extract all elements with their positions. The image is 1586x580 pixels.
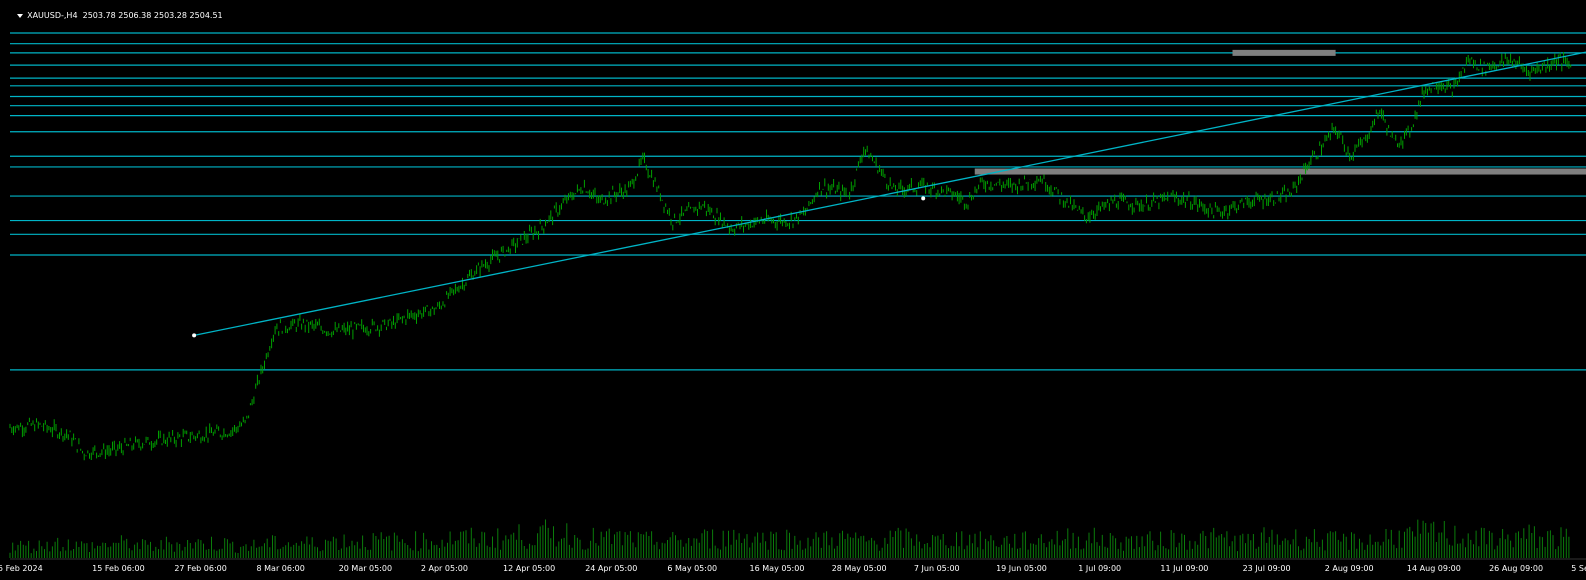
x-tick-label: 7 Jun 05:00 bbox=[914, 564, 960, 573]
x-tick-label: 14 Aug 09:00 bbox=[1407, 564, 1461, 573]
price-series bbox=[10, 52, 1571, 460]
x-tick-label: 27 Feb 06:00 bbox=[174, 564, 226, 573]
price-candles bbox=[10, 52, 1571, 460]
horizontal-levels bbox=[10, 33, 1586, 370]
trendline-anchor-dot bbox=[921, 196, 925, 200]
x-tick-label: 8 Mar 06:00 bbox=[257, 564, 305, 573]
x-tick-label: 28 May 05:00 bbox=[832, 564, 887, 573]
x-tick-label: 16 May 05:00 bbox=[750, 564, 805, 573]
x-tick-label: 5 Sep 09:00 bbox=[1571, 564, 1586, 573]
x-tick-label: 11 Jul 09:00 bbox=[1160, 564, 1208, 573]
zone-bar bbox=[975, 169, 1586, 175]
x-tick-label: 12 Apr 05:00 bbox=[503, 564, 555, 573]
trendline-group bbox=[192, 52, 1586, 337]
x-tick-label: 6 May 05:00 bbox=[667, 564, 717, 573]
x-tick-label: 2 Aug 09:00 bbox=[1325, 564, 1374, 573]
x-tick-label: 20 Mar 05:00 bbox=[339, 564, 392, 573]
x-tick-label: 1 Jul 09:00 bbox=[1078, 564, 1121, 573]
x-tick-label: 15 Feb 06:00 bbox=[92, 564, 144, 573]
x-tick-label: 19 Jun 05:00 bbox=[996, 564, 1047, 573]
x-tick-label: 2 Apr 05:00 bbox=[421, 564, 468, 573]
x-tick-label: 26 Aug 09:00 bbox=[1489, 564, 1543, 573]
volume-histogram bbox=[10, 520, 1586, 560]
trendline-anchor-dot bbox=[192, 333, 196, 337]
trendline bbox=[194, 52, 1586, 335]
volume-bars bbox=[10, 520, 1569, 559]
x-tick-label: 23 Jul 09:00 bbox=[1243, 564, 1291, 573]
x-axis: 5 Feb 2024 15 Feb 06:00 27 Feb 06:00 8 Mar … bbox=[0, 564, 1586, 573]
zone-bar bbox=[1233, 50, 1336, 56]
x-tick-label: 5 Feb 2024 bbox=[0, 564, 43, 573]
x-tick-label: 24 Apr 05:00 bbox=[585, 564, 637, 573]
